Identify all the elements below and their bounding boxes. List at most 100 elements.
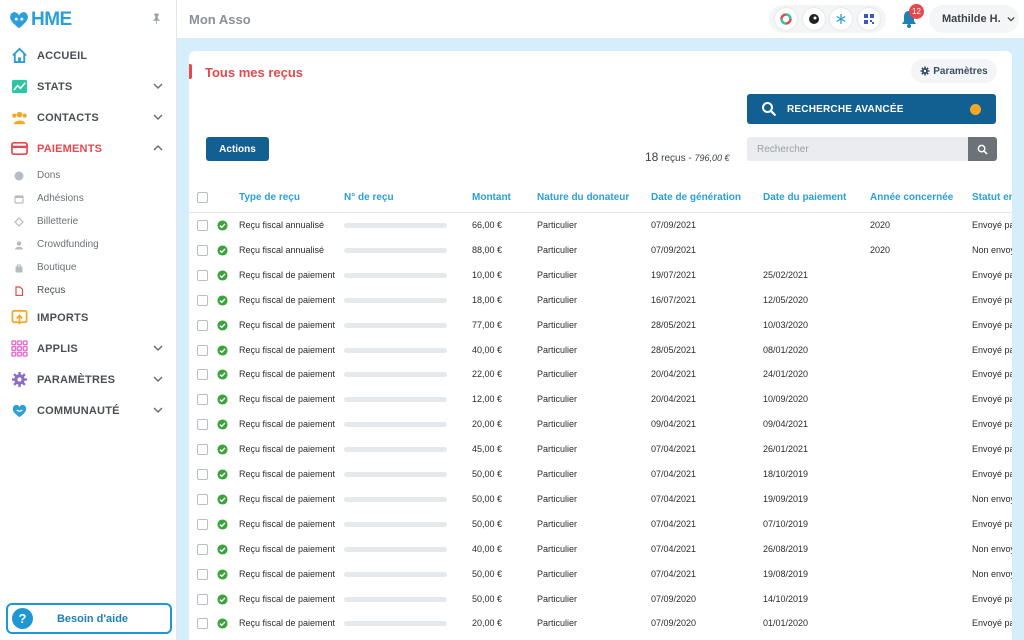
- sidebar-item-stats[interactable]: STATS: [0, 71, 177, 102]
- pin-icon[interactable]: [151, 13, 162, 27]
- row-checkbox[interactable]: [197, 294, 208, 306]
- table-row[interactable]: Reçu fiscal annualisé 88,00 € Particulier 0…: [189, 238, 1012, 263]
- users-icon: [11, 109, 28, 126]
- sidebar-subitem-label: Crowdfunding: [37, 239, 99, 250]
- row-checkbox[interactable]: [197, 394, 208, 406]
- chevron-down-icon: [1007, 16, 1015, 22]
- receipt-number-placeholder: [344, 297, 447, 303]
- row-checkbox[interactable]: [197, 419, 208, 431]
- row-checkbox[interactable]: [197, 493, 208, 505]
- row-checkbox[interactable]: [197, 543, 208, 555]
- sidebar-subitem-boutique[interactable]: Boutique: [0, 256, 177, 279]
- table-row[interactable]: Reçu fiscal de paiement 20,00 € Particulie…: [189, 611, 1012, 636]
- select-all-checkbox[interactable]: [197, 192, 208, 203]
- user-name: Mathilde H.: [942, 13, 1001, 25]
- sidebar-item-communaute[interactable]: COMMUNAUTÉ: [0, 395, 177, 426]
- sidebar-subitem-billetterie[interactable]: Billetterie: [0, 210, 177, 233]
- sending-status: Envoyé par: [972, 369, 1012, 380]
- sending-status: Envoyé par: [972, 344, 1012, 355]
- row-checkbox[interactable]: [197, 220, 208, 231]
- row-checkbox[interactable]: [197, 568, 208, 580]
- generation-date: 07/04/2021: [651, 444, 697, 455]
- crowd-icon: [14, 240, 24, 250]
- help-button[interactable]: ? Besoin d'aide: [6, 603, 172, 634]
- sidebar-item-label: APPLIS: [37, 342, 78, 355]
- row-checkbox[interactable]: [197, 369, 208, 381]
- table-row[interactable]: Reçu fiscal de paiement 12,00 € Particulie…: [189, 387, 1012, 412]
- table-row[interactable]: Reçu fiscal de paiement 10,00 € Particulie…: [189, 263, 1012, 288]
- table-row[interactable]: Reçu fiscal de paiement 50,00 € Particulie…: [189, 587, 1012, 612]
- amount: 50,00 €: [472, 469, 503, 479]
- row-checkbox[interactable]: [197, 444, 208, 456]
- row-checkbox[interactable]: [197, 593, 208, 605]
- column-header[interactable]: Année concernée: [870, 192, 954, 203]
- receipt-type: Reçu fiscal de paiement: [239, 568, 336, 579]
- qr-code-app-icon[interactable]: [858, 8, 881, 30]
- advanced-search-button[interactable]: RECHERCHE AVANCÉE: [747, 94, 996, 124]
- chevron-down-icon: [153, 407, 163, 414]
- search-input[interactable]: Rechercher: [747, 137, 968, 161]
- search-button[interactable]: [968, 137, 997, 161]
- column-header[interactable]: Date du paiement: [763, 192, 847, 203]
- check-circle-icon: [217, 220, 228, 231]
- table-row[interactable]: Reçu fiscal de paiement 22,00 € Particulie…: [189, 362, 1012, 387]
- settings-button[interactable]: Paramètres: [911, 59, 997, 83]
- table-row[interactable]: Reçu fiscal de paiement 40,00 € Particulie…: [189, 537, 1012, 562]
- sidebar-subitem-adhesions[interactable]: Adhésions: [0, 187, 177, 210]
- table-row[interactable]: Reçu fiscal de paiement 50,00 € Particulie…: [189, 462, 1012, 487]
- row-checkbox[interactable]: [197, 518, 208, 530]
- sidebar-item-paiements[interactable]: PAIEMENTS: [0, 133, 177, 164]
- generation-date: 28/05/2021: [651, 319, 697, 330]
- logo[interactable]: HME: [8, 8, 72, 32]
- actions-button[interactable]: Actions: [206, 137, 269, 161]
- sidebar-item-accueil[interactable]: ACCUEIL: [0, 40, 177, 71]
- column-header[interactable]: Nature du donateur: [537, 192, 630, 203]
- sending-status: Envoyé par: [972, 518, 1012, 529]
- row-checkbox[interactable]: [197, 244, 208, 256]
- table-row[interactable]: Reçu fiscal de paiement 45,00 € Particulie…: [189, 437, 1012, 462]
- table-row[interactable]: Reçu fiscal de paiement 50,00 € Particulie…: [189, 487, 1012, 512]
- receipt-type: Reçu fiscal annualisé: [239, 220, 325, 230]
- sidebar-subitem-recus[interactable]: Reçus: [0, 279, 177, 302]
- gear-icon: [920, 66, 930, 76]
- row-checkbox[interactable]: [197, 469, 208, 480]
- table-row[interactable]: Reçu fiscal de paiement 40,00 € Particulie…: [189, 338, 1012, 363]
- generation-date: 07/09/2020: [651, 593, 697, 604]
- table-row[interactable]: Reçu fiscal annualisé 66,00 € Particulier 0…: [189, 213, 1012, 238]
- table-row[interactable]: Reçu fiscal de paiement 77,00 € Particulie…: [189, 313, 1012, 338]
- sidebar-item-applis[interactable]: APPLIS: [0, 333, 177, 364]
- receipt-type: Reçu fiscal de paiement: [239, 269, 336, 280]
- row-checkbox[interactable]: [197, 319, 208, 331]
- row-checkbox[interactable]: [197, 344, 208, 356]
- sending-status: Non envoy: [972, 493, 1012, 504]
- column-header[interactable]: Montant: [472, 192, 511, 203]
- row-checkbox[interactable]: [197, 618, 208, 630]
- sidebar-item-imports[interactable]: IMPORTS: [0, 302, 177, 333]
- check-circle-icon: [217, 444, 228, 455]
- payment-date: 09/04/2021: [763, 419, 809, 430]
- donor-nature: Particulier: [537, 319, 578, 330]
- sidebar-item-parametres[interactable]: PARAMÈTRES: [0, 364, 177, 395]
- table-row[interactable]: Reçu fiscal de paiement 20,00 € Particulie…: [189, 412, 1012, 437]
- sidebar: HME ACCUEIL STATS CONTACTS PAIEMENTS Don…: [0, 0, 177, 640]
- snowflake-app-icon[interactable]: [830, 8, 853, 30]
- table-row[interactable]: Reçu fiscal de paiement 18,00 € Particulie…: [189, 288, 1012, 313]
- table-row[interactable]: Reçu fiscal de paiement 50,00 € Particulie…: [189, 512, 1012, 537]
- row-checkbox[interactable]: [197, 269, 208, 281]
- payment-date: 07/10/2019: [763, 518, 809, 529]
- sidebar-item-contacts[interactable]: CONTACTS: [0, 102, 177, 133]
- column-header[interactable]: N° de reçu: [344, 192, 394, 203]
- column-header[interactable]: Statut en: [972, 192, 1012, 203]
- sending-status: Envoyé par: [972, 419, 1012, 430]
- user-menu[interactable]: Mathilde H.: [929, 5, 1019, 33]
- mailchimp-app-icon[interactable]: [802, 8, 825, 30]
- receipt-number-placeholder: [344, 347, 447, 353]
- payment-date: 10/03/2020: [763, 319, 809, 330]
- sidebar-subitem-dons[interactable]: Dons: [0, 164, 177, 187]
- color-wheel-app-icon[interactable]: [774, 8, 797, 30]
- amount: 66,00 €: [472, 220, 503, 230]
- column-header[interactable]: Date de génération: [651, 192, 742, 203]
- sidebar-subitem-crowdfunding[interactable]: Crowdfunding: [0, 233, 177, 256]
- column-header[interactable]: Type de reçu: [239, 192, 300, 203]
- table-row[interactable]: Reçu fiscal de paiement 50,00 € Particulie…: [189, 562, 1012, 587]
